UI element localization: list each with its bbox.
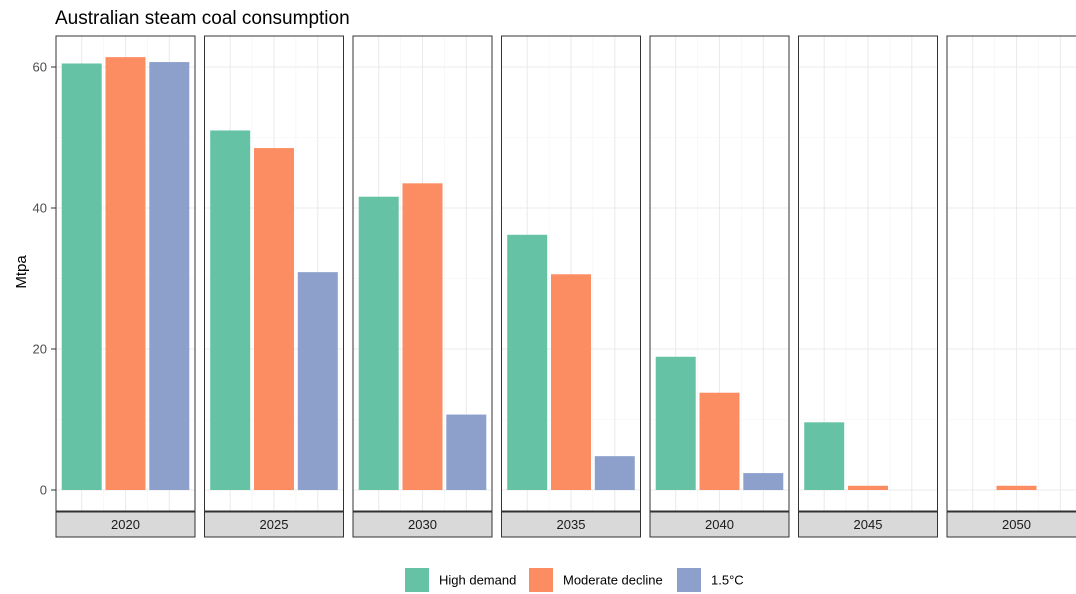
facet-strip (204, 511, 344, 538)
panel-background (947, 36, 1076, 511)
y-tick-label: 20 (33, 342, 47, 357)
y-axis-label: Mtpa (13, 255, 30, 289)
bar-2030-high-demand (358, 196, 399, 490)
facet-strip-label: 2050 (1002, 517, 1031, 532)
facet-strip-label: 2040 (705, 517, 734, 532)
facet-panel-2025: 2025 (204, 35, 344, 538)
bar-2020-high-demand (61, 63, 102, 490)
facet-strip (798, 511, 938, 538)
facet-panels: 2020 2025 2030 2035 2040 2045 2050 (55, 35, 1076, 538)
y-axis: 0 20 40 60 (33, 60, 56, 498)
panel-border (798, 35, 938, 512)
panel-border (352, 35, 493, 512)
y-tick-label: 40 (33, 201, 47, 216)
bar-2040-1-5-c (743, 473, 784, 490)
facet-strip-label: 2025 (260, 517, 289, 532)
facet-strip (946, 511, 1076, 538)
facet-panel-2040: 2040 (649, 35, 790, 538)
facet-strip-label: 2045 (854, 517, 883, 532)
facet-panel-2045: 2045 (798, 35, 938, 538)
bar-2025-moderate-decline (254, 148, 294, 490)
bar-2040-moderate-decline (699, 392, 740, 490)
facet-strip (649, 511, 790, 538)
panel-border (501, 35, 641, 512)
legend-key-1-5-c (677, 568, 701, 592)
bar-2035-high-demand (507, 234, 548, 490)
legend-label-high-demand: High demand (439, 573, 516, 588)
chart-title: Australian steam coal consumption (55, 8, 350, 29)
legend-label-moderate-decline: Moderate decline (563, 573, 663, 588)
bar-2045-moderate-decline (848, 485, 888, 490)
bar-2045-high-demand (804, 422, 845, 490)
facet-strip-label: 2035 (557, 517, 586, 532)
panel-border (204, 35, 344, 512)
legend-key-moderate-decline (529, 568, 553, 592)
legend: High demand Moderate decline 1.5°C (405, 568, 744, 592)
panel-border (946, 35, 1076, 512)
facet-strip-label: 2020 (111, 517, 140, 532)
bar-2035-1-5-c (594, 456, 635, 490)
bar-2020-1-5-c (149, 62, 190, 490)
bar-2040-high-demand (655, 356, 696, 490)
legend-key-high-demand (405, 568, 429, 592)
y-tick-label: 60 (33, 60, 47, 75)
bar-2030-1-5-c (446, 414, 487, 490)
facet-panel-2050: 2050 (946, 35, 1076, 538)
bar-2030-moderate-decline (402, 183, 443, 490)
bar-2020-moderate-decline (105, 57, 146, 490)
legend-label-1-5-c: 1.5°C (711, 573, 744, 588)
panel-border (55, 35, 196, 512)
panel-border (649, 35, 790, 512)
bar-2035-moderate-decline (551, 274, 591, 490)
facet-panel-2035: 2035 (501, 35, 641, 538)
y-tick-label: 0 (40, 483, 47, 498)
facet-panel-2020: 2020 (55, 35, 196, 538)
facet-strip-label: 2030 (408, 517, 437, 532)
facet-panel-2030: 2030 (352, 35, 493, 538)
bar-2025-high-demand (210, 130, 251, 490)
bar-2050-moderate-decline (996, 485, 1037, 490)
facet-strip (501, 511, 641, 538)
facet-strip (55, 511, 196, 538)
bar-2025-1-5-c (297, 272, 338, 490)
facet-strip (352, 511, 493, 538)
